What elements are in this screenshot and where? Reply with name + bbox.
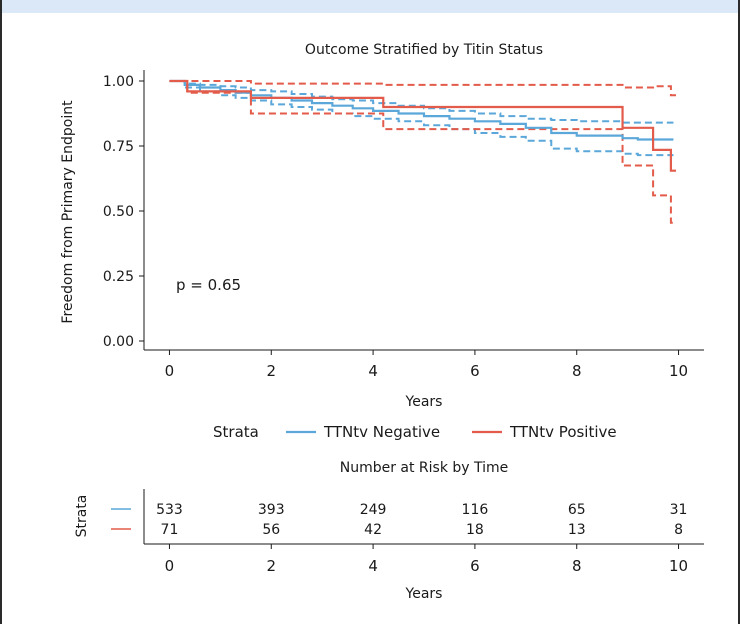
km-x-tick-label: 0: [165, 362, 175, 380]
risk-cell: 71: [161, 522, 179, 538]
survival-curve-positive: [169, 79, 676, 172]
km-x-tick-label: 8: [572, 362, 582, 380]
ci-lower-negative: [169, 80, 674, 157]
km-y-tick-label: 0.25: [103, 269, 134, 285]
risk-cell: 56: [262, 522, 280, 538]
risk-x-tick-label: 8: [572, 557, 582, 575]
risk-cell: 42: [364, 522, 382, 538]
risk-x-tick-label: 10: [669, 557, 688, 575]
risk-cell: 249: [360, 502, 387, 518]
risk-table-title: Number at Risk by Time: [340, 460, 509, 476]
km-x-tick-label: 6: [470, 362, 480, 380]
km-x-tick-label: 2: [266, 362, 276, 380]
ci-upper-negative: [169, 80, 674, 124]
risk-x-tick-label: 2: [266, 557, 276, 575]
km-y-tick-label: 0.50: [103, 204, 134, 220]
legend-title: Strata: [213, 423, 259, 441]
legend-label-positive: TTNtv Positive: [509, 423, 617, 441]
risk-table: Number at Risk by Time Strata Years 533 3…: [74, 460, 704, 602]
risk-x-tick-label: 0: [165, 557, 175, 575]
km-x-axis-label: Years: [405, 394, 443, 410]
risk-x-tick-label: 4: [368, 557, 378, 575]
km-y-tick-label: 0.75: [103, 139, 134, 155]
risk-cell: 533: [156, 502, 183, 518]
km-y-tick-label: 0.00: [103, 334, 134, 350]
km-y-ticks: 0.00 0.25 0.50 0.75 1.00: [103, 74, 144, 350]
km-x-tick-label: 10: [669, 362, 688, 380]
risk-table-rows: 533 393 249 116 65 31 71 56 42 18 13 8: [111, 502, 687, 538]
risk-cell: 31: [670, 502, 688, 518]
risk-cell: 13: [568, 522, 586, 538]
risk-cell: 8: [674, 522, 683, 538]
km-y-tick-label: 1.00: [103, 74, 134, 90]
km-series-group: [169, 79, 676, 224]
risk-table-x-label: Years: [405, 586, 443, 602]
km-chart-title: Outcome Stratified by Titin Status: [305, 42, 543, 58]
risk-cell: 18: [466, 522, 484, 538]
survival-curve-negative: [169, 79, 674, 141]
header-band: [2, 0, 738, 13]
p-value-annotation: p = 0.65: [176, 276, 241, 294]
risk-cell: 116: [462, 502, 489, 518]
km-chart: Outcome Stratified by Titin Status Freed…: [60, 42, 704, 410]
risk-cell: 393: [258, 502, 285, 518]
km-x-tick-label: 4: [368, 362, 378, 380]
risk-x-tick-label: 6: [470, 557, 480, 575]
risk-cell: 65: [568, 502, 586, 518]
km-y-axis-label: Freedom from Primary Endpoint: [60, 100, 76, 324]
legend-label-negative: TTNtv Negative: [323, 423, 440, 441]
km-x-ticks: 0 2 4 6 8 10: [165, 350, 688, 380]
km-legend: Strata TTNtv Negative TTNtv Positive: [213, 423, 617, 441]
ci-upper-positive: [169, 80, 676, 97]
risk-table-x-ticks: 0 2 4 6 8 10: [165, 544, 688, 575]
risk-table-y-label: Strata: [74, 495, 90, 538]
